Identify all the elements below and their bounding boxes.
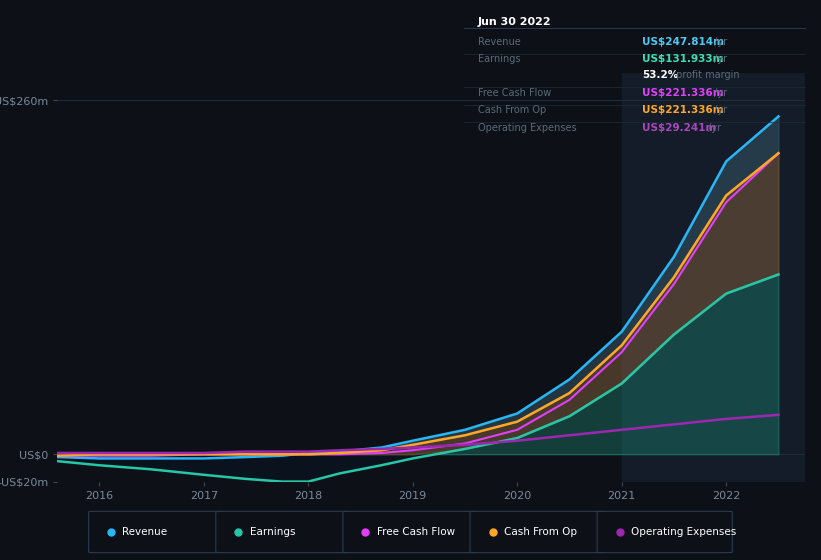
Text: Operating Expenses: Operating Expenses (631, 527, 736, 537)
FancyBboxPatch shape (89, 511, 224, 553)
Text: /yr: /yr (712, 54, 727, 64)
Text: Cash From Op: Cash From Op (504, 527, 577, 537)
Text: profit margin: profit margin (673, 70, 740, 80)
Text: /yr: /yr (712, 36, 727, 46)
Text: US$29.241m: US$29.241m (642, 123, 716, 133)
Text: US$131.933m: US$131.933m (642, 54, 723, 64)
Text: /yr: /yr (712, 105, 727, 115)
Text: Cash From Op: Cash From Op (478, 105, 546, 115)
Text: Revenue: Revenue (122, 527, 167, 537)
Text: Free Cash Flow: Free Cash Flow (377, 527, 455, 537)
Text: /yr: /yr (712, 88, 727, 97)
FancyBboxPatch shape (597, 511, 732, 553)
Text: Earnings: Earnings (478, 54, 521, 64)
Text: US$247.814m: US$247.814m (642, 36, 724, 46)
Text: Revenue: Revenue (478, 36, 521, 46)
Text: US$221.336m: US$221.336m (642, 88, 723, 97)
FancyBboxPatch shape (216, 511, 351, 553)
FancyBboxPatch shape (343, 511, 478, 553)
Text: Free Cash Flow: Free Cash Flow (478, 88, 551, 97)
Bar (621, 73, 805, 482)
Text: Operating Expenses: Operating Expenses (478, 123, 576, 133)
FancyBboxPatch shape (470, 511, 605, 553)
Text: Jun 30 2022: Jun 30 2022 (478, 17, 552, 27)
Text: /yr: /yr (705, 123, 721, 133)
Text: Earnings: Earnings (250, 527, 295, 537)
Text: US$221.336m: US$221.336m (642, 105, 723, 115)
Text: 53.2%: 53.2% (642, 70, 678, 80)
